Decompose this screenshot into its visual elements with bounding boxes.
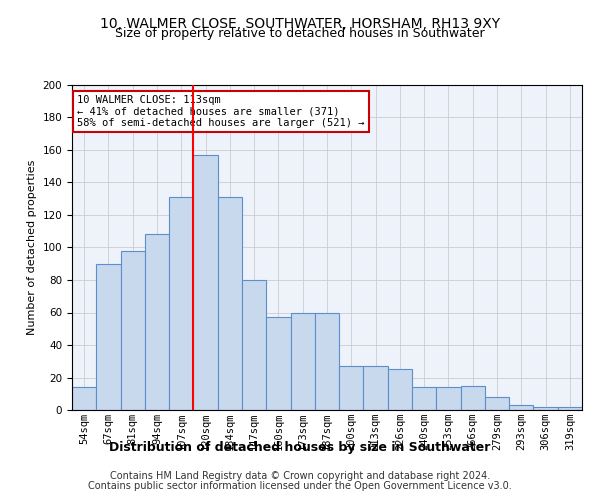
Text: Contains HM Land Registry data © Crown copyright and database right 2024.: Contains HM Land Registry data © Crown c…	[110, 471, 490, 481]
Y-axis label: Number of detached properties: Number of detached properties	[27, 160, 37, 335]
Text: 10, WALMER CLOSE, SOUTHWATER, HORSHAM, RH13 9XY: 10, WALMER CLOSE, SOUTHWATER, HORSHAM, R…	[100, 18, 500, 32]
Bar	[145, 234, 169, 410]
Bar	[509, 405, 533, 410]
Bar	[364, 366, 388, 410]
Bar	[72, 387, 96, 410]
Bar	[412, 387, 436, 410]
Bar	[533, 407, 558, 410]
Bar	[169, 197, 193, 410]
Bar	[96, 264, 121, 410]
Text: Contains public sector information licensed under the Open Government Licence v3: Contains public sector information licen…	[88, 481, 512, 491]
Bar	[290, 312, 315, 410]
Bar	[121, 250, 145, 410]
Bar	[339, 366, 364, 410]
Bar	[193, 155, 218, 410]
Bar	[242, 280, 266, 410]
Bar	[388, 370, 412, 410]
Bar	[558, 407, 582, 410]
Bar	[461, 386, 485, 410]
Bar	[266, 318, 290, 410]
Bar	[485, 397, 509, 410]
Text: Distribution of detached houses by size in Southwater: Distribution of detached houses by size …	[109, 441, 491, 454]
Bar	[436, 387, 461, 410]
Text: 10 WALMER CLOSE: 113sqm
← 41% of detached houses are smaller (371)
58% of semi-d: 10 WALMER CLOSE: 113sqm ← 41% of detache…	[77, 94, 365, 128]
Text: Size of property relative to detached houses in Southwater: Size of property relative to detached ho…	[115, 28, 485, 40]
Bar	[218, 197, 242, 410]
Bar	[315, 312, 339, 410]
